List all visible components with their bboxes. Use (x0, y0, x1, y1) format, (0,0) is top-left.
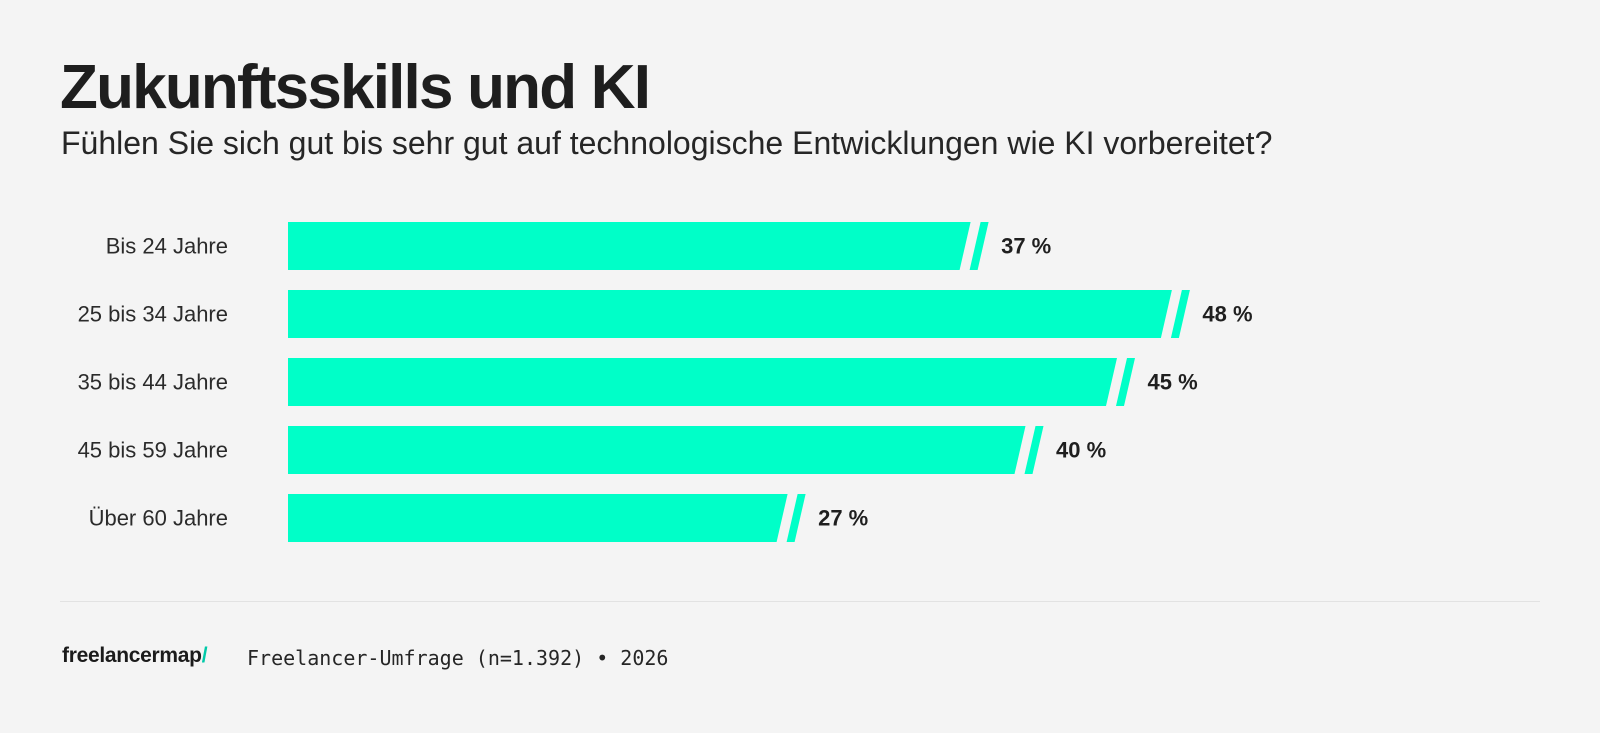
chart-subtitle: Fühlen Sie sich gut bis sehr gut auf tec… (61, 125, 1273, 161)
bar (288, 494, 788, 542)
bar (288, 290, 1172, 338)
category-label: Über 60 Jahre (89, 506, 228, 531)
bar-chart: Bis 24 Jahre 37 % 25 bis 34 Jahre 48 % 35 bi… (78, 222, 1253, 542)
bar-break-mark (1116, 358, 1135, 406)
bar-group: 25 bis 34 Jahre 48 % (78, 290, 1253, 338)
value-label: 48 % (1202, 302, 1252, 327)
value-label: 27 % (818, 506, 868, 531)
bar (288, 358, 1117, 406)
bar-break-mark (1024, 426, 1044, 474)
bar-break-mark (969, 222, 989, 270)
bar-group: 35 bis 44 Jahre 45 % (78, 358, 1198, 406)
value-label: 40 % (1056, 438, 1106, 463)
bar-group: Bis 24 Jahre 37 % (106, 222, 1051, 270)
category-label: 25 bis 34 Jahre (78, 302, 228, 327)
bar-group: Über 60 Jahre 27 % (89, 494, 868, 542)
logo-wordmark: freelancermap (62, 644, 202, 667)
footer-divider (60, 601, 1540, 602)
bar (288, 222, 971, 270)
value-label: 37 % (1001, 234, 1051, 259)
category-label: 45 bis 59 Jahre (78, 438, 228, 463)
value-label: 45 % (1148, 370, 1198, 395)
source-note: Freelancer-Umfrage (n=1.392) • 2026 (247, 646, 669, 670)
bar (288, 426, 1026, 474)
category-label: Bis 24 Jahre (106, 234, 228, 259)
bar-break-mark (786, 494, 806, 542)
logo-slash: / (201, 644, 208, 667)
category-label: 35 bis 44 Jahre (78, 370, 228, 395)
freelancermap-logo: freelancermap/ (62, 642, 208, 670)
bar-break-mark (1170, 290, 1190, 338)
bar-group: 45 bis 59 Jahre 40 % (78, 426, 1106, 474)
chart-title: Zukunftsskills und KI (60, 53, 651, 122)
